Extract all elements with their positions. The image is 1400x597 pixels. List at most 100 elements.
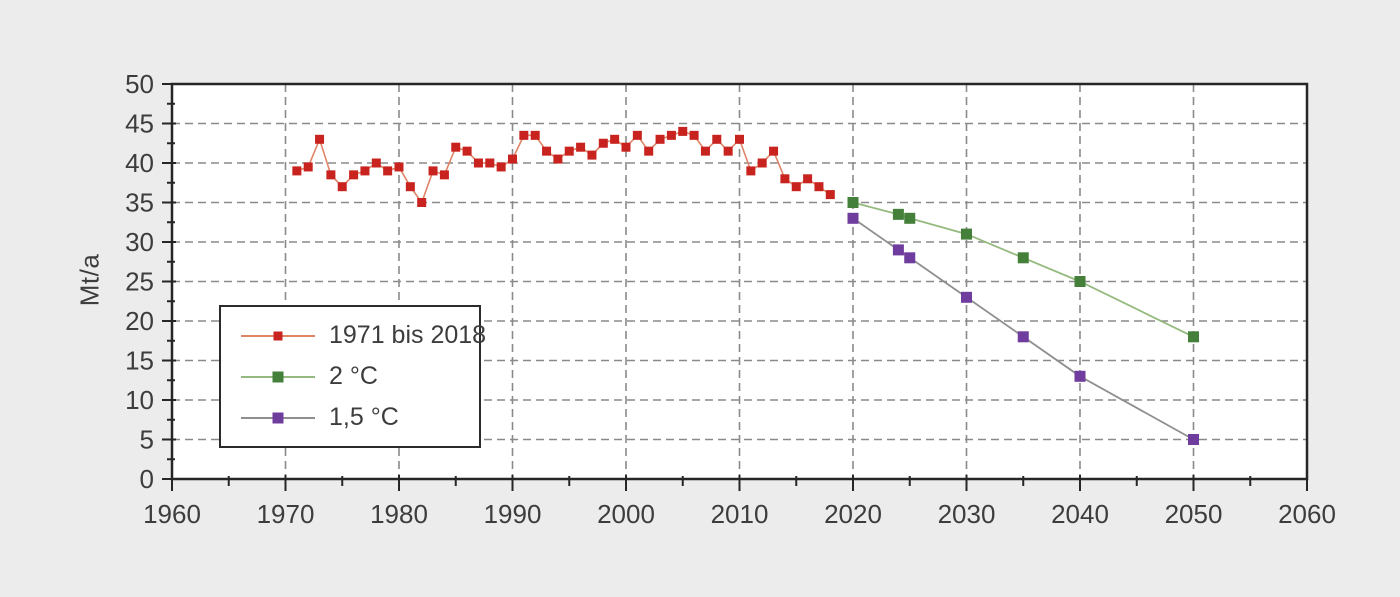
data-point-marker — [780, 174, 790, 184]
x-tick-label: 1970 — [257, 499, 315, 529]
data-point-marker — [746, 166, 756, 176]
data-point-marker — [700, 146, 710, 156]
y-tick-label: 50 — [125, 69, 154, 99]
y-tick-label: 20 — [125, 306, 154, 336]
legend-label: 1971 bis 2018 — [329, 321, 487, 349]
data-point-marker — [757, 158, 767, 168]
data-point-marker — [655, 134, 665, 144]
legend-label: 1,5 °C — [329, 403, 399, 431]
axis-ticks — [162, 83, 1308, 491]
y-tick-label: 5 — [140, 425, 154, 455]
data-point-marker — [337, 182, 347, 192]
x-tick-label: 2040 — [1051, 499, 1109, 529]
x-tick-label: 2020 — [824, 499, 882, 529]
tick-labels: 0 5 10 15 20 25 30 35 40 45 50 1960 1970 1980 1990 2000… — [125, 69, 1336, 529]
legend-line-marker-icon — [241, 412, 315, 424]
data-point-marker — [542, 146, 552, 156]
data-point-marker — [473, 158, 483, 168]
data-point-marker — [803, 174, 813, 184]
series-1-5-c — [847, 212, 1199, 445]
data-point-marker — [847, 197, 859, 208]
data-point-marker — [666, 130, 676, 140]
data-point-marker — [371, 158, 381, 168]
data-point-marker — [825, 190, 835, 200]
legend-label: 2 °C — [329, 362, 378, 390]
data-point-marker — [508, 154, 517, 164]
data-point-marker — [791, 182, 801, 192]
data-point-marker — [961, 291, 972, 303]
data-point-marker — [383, 166, 393, 176]
data-point-marker — [405, 182, 415, 192]
legend-square-marker-icon — [273, 331, 283, 340]
data-point-marker — [315, 134, 325, 144]
y-tick-label: 25 — [125, 267, 154, 297]
x-tick-label: 2000 — [597, 499, 655, 529]
data-point-marker — [564, 146, 574, 156]
legend-line-marker-icon — [241, 371, 315, 383]
data-point-marker — [496, 162, 506, 172]
data-point-marker — [1074, 276, 1086, 287]
y-tick-label: 35 — [125, 188, 154, 218]
data-point-marker — [394, 162, 404, 172]
data-point-marker — [1074, 370, 1086, 382]
data-point-marker — [847, 212, 859, 224]
data-point-marker — [292, 166, 302, 176]
y-tick-label: 10 — [125, 385, 154, 415]
data-point-marker — [576, 142, 586, 152]
legend: 1971 bis 2018 2 °C 1,5 °C — [219, 305, 486, 448]
data-point-marker — [723, 146, 733, 156]
legend-item: 1,5 °C — [241, 403, 479, 432]
data-point-marker — [1188, 434, 1199, 445]
data-point-marker — [644, 146, 654, 156]
series-2-c — [847, 197, 1199, 343]
data-point-marker — [360, 166, 370, 176]
data-point-marker — [814, 182, 824, 192]
x-tick-label: 2050 — [1165, 499, 1223, 529]
data-point-marker — [904, 212, 916, 224]
y-tick-label: 30 — [125, 227, 154, 257]
x-tick-label: 1960 — [143, 499, 201, 529]
data-point-marker — [689, 130, 699, 140]
x-tick-label: 2030 — [938, 499, 996, 529]
data-point-marker — [519, 130, 529, 140]
data-point-marker — [485, 158, 495, 168]
y-tick-label: 0 — [140, 464, 154, 494]
data-point-marker — [349, 170, 359, 180]
x-tick-label: 2060 — [1278, 499, 1336, 529]
data-point-marker — [961, 228, 972, 240]
legend-square-marker-icon — [272, 412, 284, 423]
y-tick-label: 45 — [125, 109, 154, 139]
data-point-marker — [735, 134, 744, 144]
y-axis-label: Mt/a — [74, 253, 105, 307]
y-tick-label: 40 — [125, 148, 154, 178]
data-point-marker — [712, 134, 722, 144]
data-point-marker — [610, 134, 620, 144]
data-point-marker — [1188, 331, 1199, 343]
data-point-marker — [428, 166, 438, 176]
data-point-marker — [326, 170, 336, 180]
data-point-marker — [530, 130, 540, 140]
series-1971-bis-2018 — [292, 126, 835, 207]
legend-square-marker-icon — [272, 371, 284, 382]
data-point-marker — [303, 162, 313, 172]
data-point-marker — [1017, 331, 1029, 343]
x-tick-label: 2010 — [711, 499, 769, 529]
legend-item: 1971 bis 2018 — [241, 321, 486, 350]
data-point-marker — [417, 198, 427, 207]
data-point-marker — [1017, 252, 1029, 264]
data-point-marker — [587, 150, 597, 160]
data-point-marker — [892, 244, 904, 256]
data-point-marker — [462, 146, 472, 156]
data-point-marker — [621, 142, 631, 152]
data-point-marker — [904, 252, 916, 264]
data-point-marker — [553, 154, 563, 164]
data-point-marker — [632, 130, 642, 140]
legend-item: 2 °C — [241, 362, 479, 391]
x-tick-label: 1990 — [484, 499, 542, 529]
legend-line-marker-icon — [241, 330, 315, 342]
x-tick-label: 1980 — [370, 499, 428, 529]
data-point-marker — [678, 126, 688, 136]
data-point-marker — [769, 146, 779, 156]
